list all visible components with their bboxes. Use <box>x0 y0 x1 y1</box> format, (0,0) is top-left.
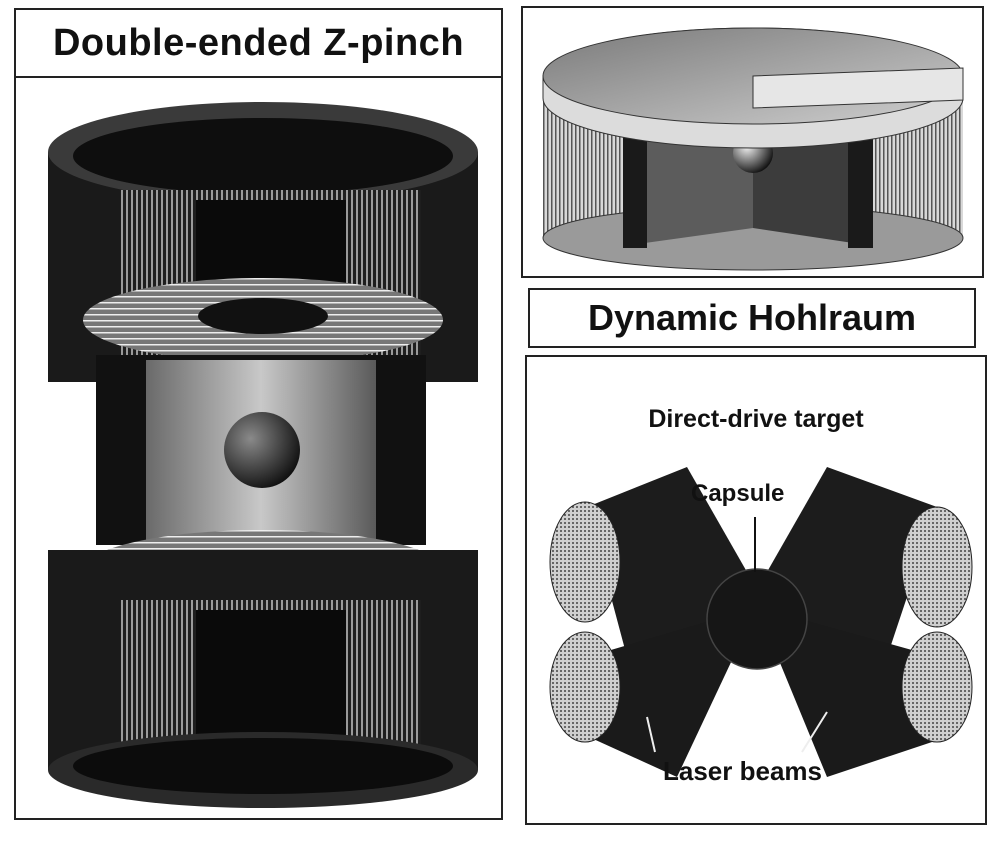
zpinch-title-box: Double-ended Z-pinch <box>16 10 501 78</box>
direct-drive-panel: Direct-drive target Capsule Laser beams <box>525 355 987 825</box>
laser-beams-label: Laser beams <box>663 756 822 786</box>
laser-pointer-left <box>646 716 656 753</box>
lower-cylinder <box>48 530 478 808</box>
capsule-label: Capsule <box>691 480 785 507</box>
hohlraum-title: Dynamic Hohlraum <box>587 297 917 338</box>
capsule-sphere <box>224 412 300 488</box>
direct-drive-illustration <box>549 467 973 777</box>
zpinch-title: Double-ended Z-pinch <box>52 21 465 64</box>
hohlraum-illustration <box>542 27 964 271</box>
central-cylinder <box>96 355 426 545</box>
hohlraum-panel <box>521 6 984 278</box>
zpinch-illustration <box>48 102 478 808</box>
zpinch-panel: Double-ended Z-pinch <box>14 8 503 820</box>
upper-cylinder <box>48 102 478 382</box>
laser-pointer-right <box>801 711 828 753</box>
direct-drive-capsule <box>706 568 808 670</box>
direct-drive-title: Direct-drive target <box>648 405 864 433</box>
hohlraum-label-box: Dynamic Hohlraum <box>528 288 976 348</box>
